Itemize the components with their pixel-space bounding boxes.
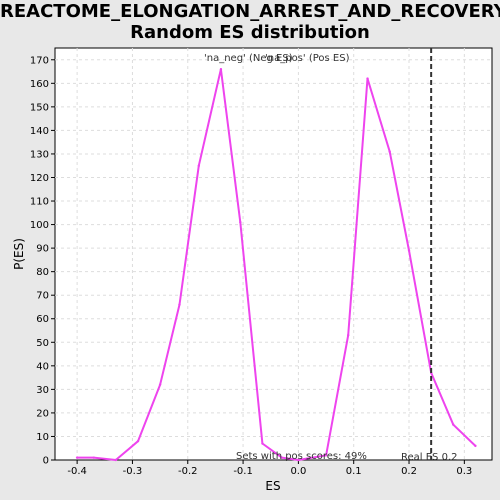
data-point (92, 456, 95, 459)
y-tick-label: 50 (36, 338, 49, 349)
y-tick-label: 80 (36, 267, 49, 278)
y-tick-label: 10 (36, 432, 49, 443)
data-point (158, 383, 162, 386)
data-point (280, 456, 283, 459)
y-tick-label: 170 (30, 55, 49, 66)
pos-scores-annotation: Sets with pos scores: 49% (236, 451, 367, 462)
data-point (388, 150, 391, 153)
distribution-line (77, 68, 477, 461)
data-point (452, 423, 455, 426)
x-tick-label: -0.2 (178, 466, 198, 477)
y-tick-label: 140 (30, 126, 49, 137)
x-axis-label: ES (265, 479, 280, 493)
y-tick-label: 90 (36, 244, 49, 255)
data-point (136, 439, 140, 443)
y-tick-label: 20 (36, 408, 49, 419)
real-es-label: Real ES 0.2 (401, 452, 457, 463)
data-point (474, 444, 477, 448)
data-point (219, 67, 223, 71)
legend-neg-label: 'na_neg' (Neg ES) (204, 53, 293, 64)
y-axis-label: P(ES) (12, 238, 26, 270)
data-point (346, 334, 350, 337)
y-tick-label: 100 (30, 220, 49, 231)
y-tick-label: 150 (30, 102, 49, 113)
y-tick-label: 30 (36, 385, 49, 396)
x-tick-label: 0.0 (290, 466, 306, 477)
y-tick-label: 130 (30, 149, 49, 160)
x-tick-label: -0.4 (67, 466, 87, 477)
data-point (324, 454, 328, 457)
data-point (114, 458, 118, 462)
x-tick-label: -0.3 (123, 466, 143, 477)
y-tick-label: 40 (36, 361, 49, 372)
data-point (239, 221, 242, 224)
y-tick-label: 60 (36, 314, 49, 325)
grid (55, 48, 492, 460)
data-point (261, 442, 264, 445)
y-tick-label: 120 (30, 173, 49, 184)
series-layer (75, 67, 477, 462)
data-point (407, 249, 411, 252)
x-tick-label: -0.1 (233, 466, 253, 477)
data-point (178, 303, 181, 306)
x-tick-label: 0.3 (456, 466, 472, 477)
data-point (197, 164, 201, 167)
x-tick-label: 0.2 (401, 466, 417, 477)
y-tick-label: 160 (30, 79, 49, 90)
legend-pos-label: 'na_pos' (Pos ES) (265, 53, 350, 64)
chart-title-line1: REACTOME_ELONGATION_ARREST_AND_RECOVERY: (0, 1, 500, 22)
chart-title-line2: Random ES distribution (130, 22, 370, 43)
y-axis-ticks: 0 10 20 30 40 50 60 70 80 90 100 110 120 130 140 150 160… (30, 55, 55, 467)
data-point (297, 458, 300, 462)
plot-area (54, 47, 493, 461)
x-tick-label: 0.1 (346, 466, 362, 477)
x-axis-ticks: -0.4 -0.3 -0.2 -0.1 0.0 0.1 0.2 0.3 (67, 460, 472, 477)
y-tick-label: 110 (30, 197, 49, 208)
chart-title: REACTOME_ELONGATION_ARREST_AND_RECOVERY:… (0, 1, 500, 43)
data-point (366, 77, 369, 80)
data-point (75, 456, 79, 459)
y-tick-label: 0 (43, 456, 49, 467)
y-tick-label: 70 (36, 291, 49, 302)
